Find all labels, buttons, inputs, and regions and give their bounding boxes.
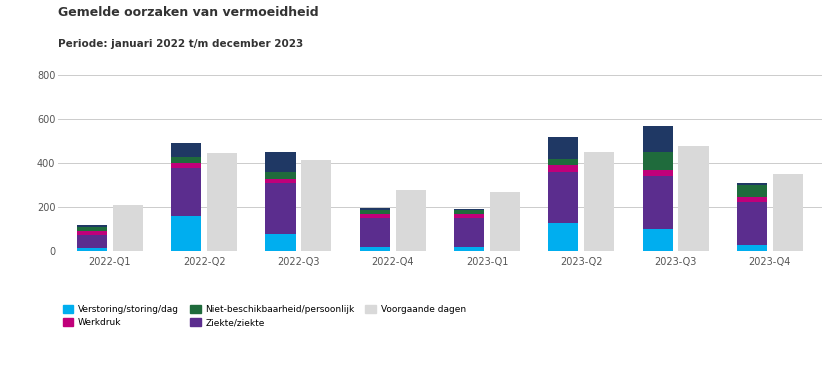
Bar <box>549 137 579 159</box>
Bar <box>678 146 709 251</box>
Bar <box>642 170 673 176</box>
Bar <box>773 174 803 251</box>
Bar <box>359 210 390 214</box>
Bar <box>77 248 107 251</box>
Legend: Verstoring/storing/dag, Werkdruk, Niet-beschikbaarheid/persoonlijk, Ziekte/ziekt: Verstoring/storing/dag, Werkdruk, Niet-b… <box>62 305 466 327</box>
Bar <box>454 214 484 218</box>
Bar <box>171 143 202 156</box>
Bar <box>549 172 579 223</box>
Bar <box>301 160 331 251</box>
Bar <box>642 229 673 251</box>
Bar <box>266 172 295 178</box>
Bar <box>549 165 579 172</box>
Bar <box>737 197 767 202</box>
Bar <box>266 152 295 172</box>
Bar <box>454 210 484 214</box>
Bar <box>359 214 390 218</box>
Bar <box>171 156 202 163</box>
Bar <box>454 218 484 247</box>
Bar <box>266 234 295 251</box>
Bar <box>359 247 390 251</box>
Bar <box>490 192 520 251</box>
Bar <box>359 218 390 247</box>
Bar <box>549 223 579 251</box>
Bar <box>454 209 484 210</box>
Bar <box>359 208 390 210</box>
Bar <box>77 227 107 231</box>
Bar <box>454 247 484 251</box>
Bar <box>642 152 673 170</box>
Bar <box>266 178 295 183</box>
Text: Periode: januari 2022 t/m december 2023: Periode: januari 2022 t/m december 2023 <box>58 39 303 50</box>
Bar <box>171 216 202 251</box>
Bar <box>549 159 579 165</box>
Bar <box>113 205 143 251</box>
Text: Gemelde oorzaken van vermoeidheid: Gemelde oorzaken van vermoeidheid <box>58 6 319 19</box>
Bar <box>737 202 767 244</box>
Bar <box>642 176 673 229</box>
Bar <box>737 183 767 185</box>
Bar <box>266 183 295 234</box>
Bar <box>77 231 107 235</box>
Bar <box>737 244 767 251</box>
Bar <box>171 163 202 168</box>
Bar <box>584 152 614 251</box>
Bar <box>642 126 673 152</box>
Bar <box>77 235 107 248</box>
Bar <box>737 185 767 197</box>
Bar <box>207 153 237 251</box>
Bar <box>396 190 426 251</box>
Bar <box>171 168 202 216</box>
Bar <box>77 225 107 227</box>
